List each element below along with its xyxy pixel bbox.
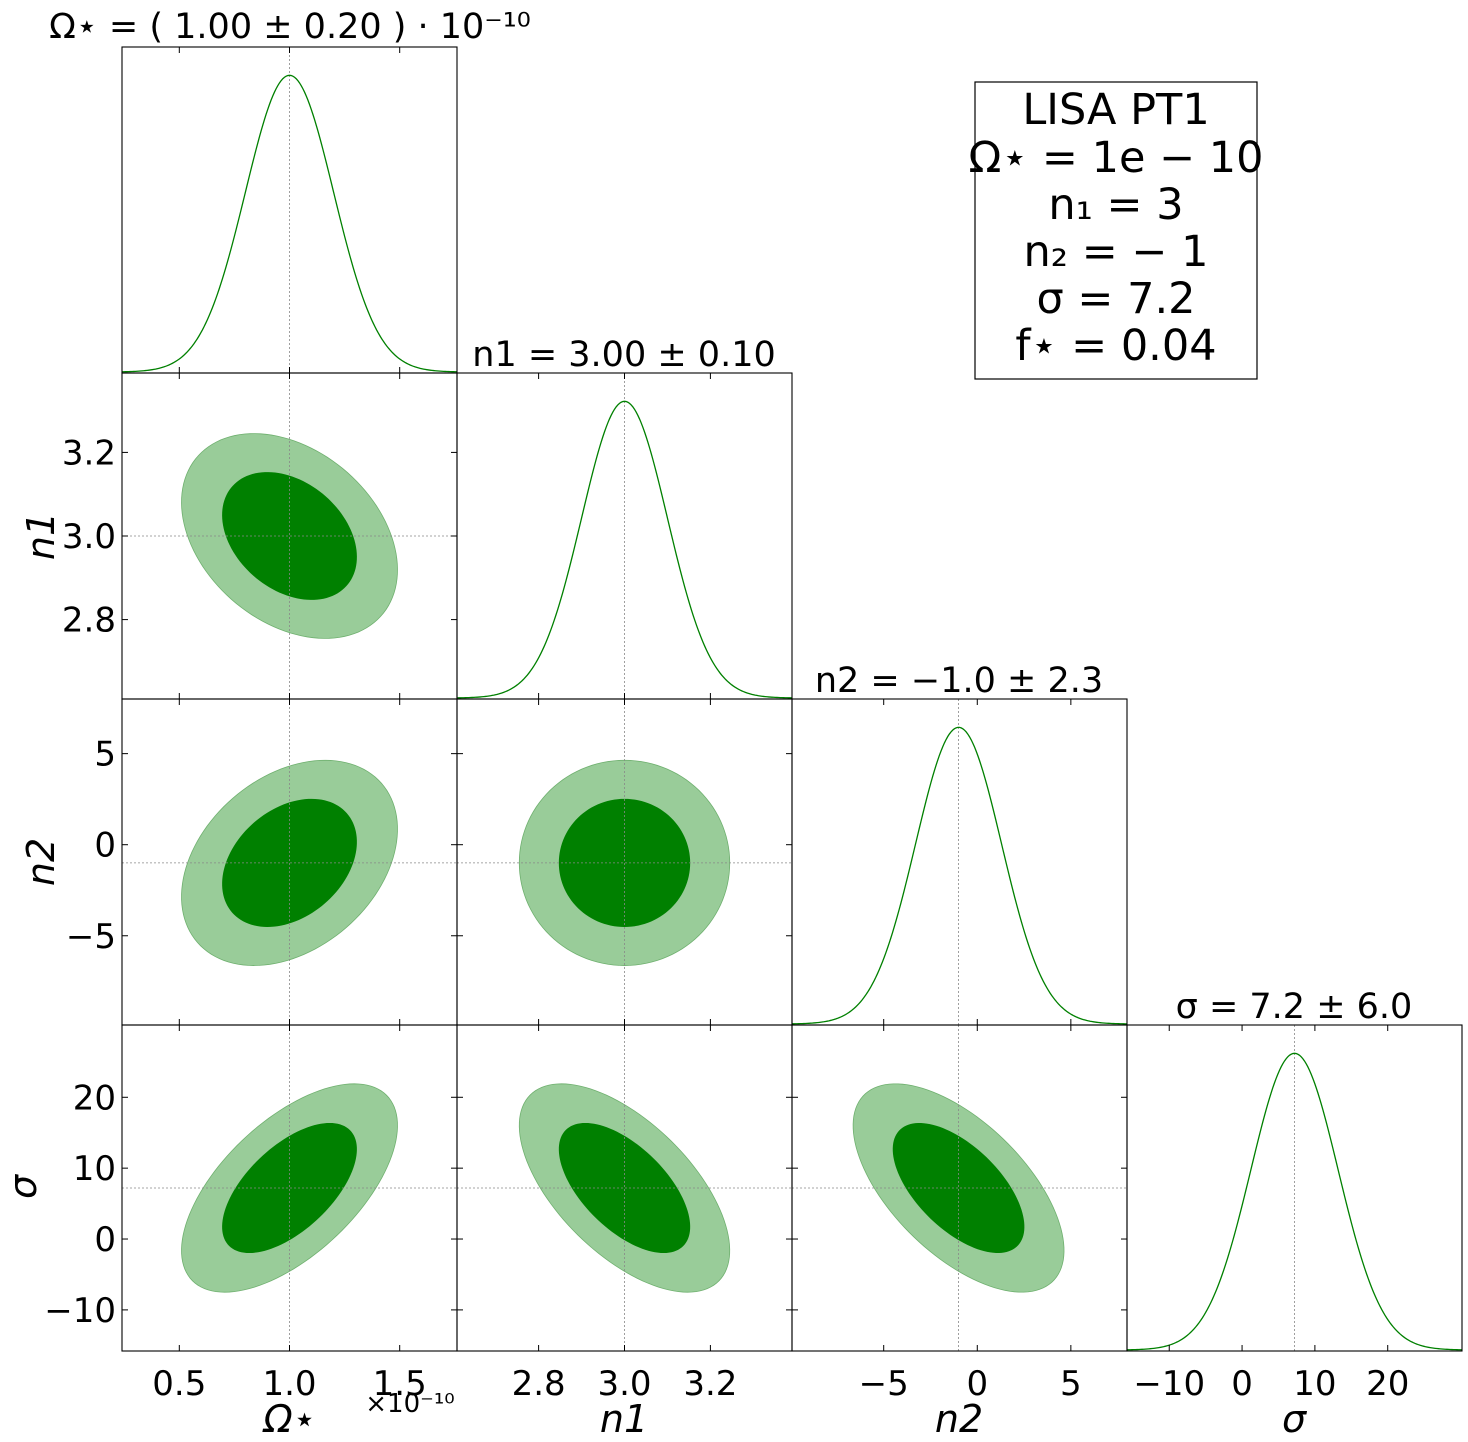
contour-68-omega-n1 (222, 472, 357, 600)
ytick-label-n2-1: 0 (94, 826, 116, 866)
y-axis-label-n2: n2 (19, 838, 63, 886)
text-layer: Ω⋆ = ( 1.00 ± 0.20 ) · 10⁻¹⁰ n1 = 3.00 ±… (1, 7, 1412, 1441)
xtick-label-sigma-2: 10 (1293, 1364, 1336, 1404)
ytick-label-n2-0: −5 (66, 917, 116, 957)
ytick-label-n1-1: 3.0 (62, 517, 116, 557)
xtick-label-omega-1: 1.0 (262, 1364, 316, 1404)
xtick-label-n1-0: 2.8 (512, 1364, 566, 1404)
contour-68-n1-n2 (558, 798, 691, 927)
x-axis-label-sigma: σ (1282, 1397, 1308, 1441)
legend-line-4: n₂ = − 1 (1024, 227, 1209, 277)
panel-title-sigma: σ = 7.2 ± 6.0 (1176, 987, 1413, 1027)
xtick-label-omega-0: 0.5 (152, 1364, 206, 1404)
contour-68-omega-n2 (222, 798, 357, 927)
xtick-label-n1-1: 3.0 (597, 1364, 651, 1404)
legend-line-2: Ω⋆ = 1e − 10 (968, 133, 1263, 183)
contour-68-n1-sigma (558, 1122, 691, 1254)
x-axis-offset-label: ×10⁻¹⁰ (365, 1389, 454, 1419)
marginal-curve-omega (121, 74, 458, 373)
ytick-label-n1-2: 3.2 (62, 433, 116, 473)
xtick-label-n1-2: 3.2 (683, 1364, 737, 1404)
xtick-label-sigma-3: 20 (1366, 1364, 1409, 1404)
y-axis-label-n1: n1 (19, 512, 63, 560)
tick-labels-layer: 0.5 1.0 1.5 2.8 3.0 3.2 −5 0 5 −10 0 10 20 2.8 3.0 3.2 −… (44, 433, 1409, 1404)
panel-frames-layer (121, 46, 1463, 1352)
marginal-curve-n2 (791, 726, 1128, 1025)
y-axis-label-sigma: σ (1, 1173, 45, 1199)
marginal-curves-layer (121, 74, 1463, 1351)
contour-68-n2-sigma (892, 1122, 1025, 1254)
ytick-label-sigma-2: 10 (73, 1149, 116, 1189)
legend-line-5: σ = 7.2 (1036, 274, 1195, 324)
legend-line-1: LISA PT1 (1022, 85, 1209, 135)
ytick-label-n2-2: 5 (94, 735, 116, 775)
x-axis-label-omega: Ω⋆ (262, 1397, 317, 1441)
xtick-label-n2-1: 0 (966, 1364, 988, 1404)
panel-frame-n2-n2 (791, 698, 1128, 1026)
ytick-label-sigma-3: 20 (73, 1078, 116, 1118)
legend-line-6: f⋆ = 0.04 (1015, 321, 1216, 371)
contour-68-omega-sigma (222, 1122, 357, 1254)
marginal-curve-n1 (456, 400, 793, 699)
ytick-label-sigma-1: 0 (94, 1220, 116, 1260)
marginal-curve-sigma (1126, 1052, 1463, 1351)
panel-title-n2: n2 = −1.0 ± 2.3 (815, 661, 1103, 701)
xtick-label-omega-2: 1.5 (373, 1364, 427, 1404)
xtick-label-sigma-0: −10 (1133, 1364, 1205, 1404)
xtick-label-n2-2: 5 (1060, 1364, 1082, 1404)
x-axis-label-n2: n2 (935, 1397, 983, 1441)
ytick-label-n1-0: 2.8 (62, 601, 116, 641)
xtick-label-sigma-1: 0 (1231, 1364, 1253, 1404)
panel-frame-sigma-sigma (1126, 1024, 1463, 1352)
panel-title-omega: Ω⋆ = ( 1.00 ± 0.20 ) · 10⁻¹⁰ (49, 7, 531, 47)
panel-title-n1: n1 = 3.00 ± 0.10 (472, 335, 775, 375)
legend-frame (974, 81, 1258, 380)
ytick-label-sigma-0: −10 (44, 1291, 116, 1331)
legend-line-3: n₁ = 3 (1048, 180, 1183, 230)
x-axis-label-n1: n1 (600, 1397, 648, 1441)
xtick-label-n2-0: −5 (859, 1364, 909, 1404)
legend-box: LISA PT1 Ω⋆ = 1e − 10 n₁ = 3 n₂ = − 1 σ … (968, 81, 1264, 380)
contour-layer (181, 433, 1065, 1293)
